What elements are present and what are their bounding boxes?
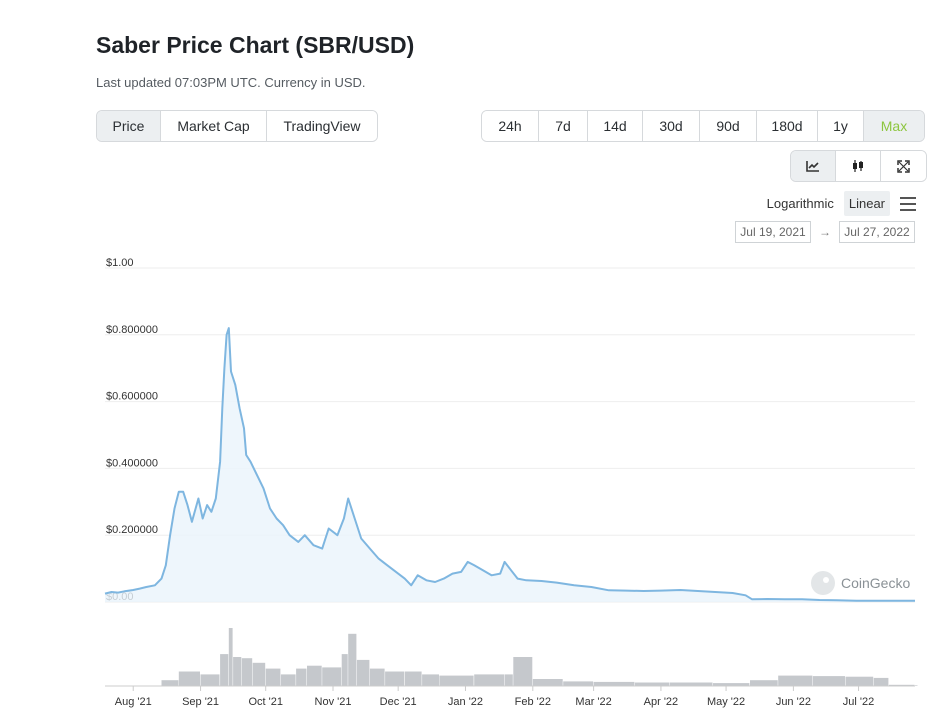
volume-bar — [265, 668, 281, 686]
volume-bar — [385, 671, 405, 686]
watermark-label: CoinGecko — [841, 575, 910, 591]
volume-bar — [233, 657, 242, 686]
scale-selector: Logarithmic Linear — [763, 191, 916, 216]
volume-bar — [873, 677, 889, 686]
volume-bar — [307, 665, 322, 686]
range-7d-button[interactable]: 7d — [539, 111, 588, 141]
x-tick-label: Mar '22 — [575, 696, 611, 708]
volume-bar — [369, 668, 385, 686]
range-180d-button[interactable]: 180d — [757, 111, 818, 141]
volume-bar — [593, 681, 635, 686]
volume-bar — [178, 671, 200, 686]
fullscreen-icon[interactable] — [881, 151, 926, 181]
price-line — [104, 327, 915, 602]
x-tick-label: May '22 — [707, 696, 745, 708]
volume-bar — [563, 681, 594, 686]
y-tick-label: $0.800000 — [106, 324, 158, 336]
volume-bar — [341, 654, 348, 686]
volume-bar — [474, 674, 505, 686]
range-14d-button[interactable]: 14d — [588, 111, 643, 141]
volume-bar — [280, 674, 296, 686]
volume-bar — [669, 682, 713, 686]
range-max-button[interactable]: Max — [864, 111, 924, 141]
volume-bar — [228, 628, 233, 686]
volume-bar — [252, 662, 266, 686]
volume-bar — [241, 658, 253, 686]
volume-bar — [348, 633, 357, 686]
x-tick-label: Oct '21 — [248, 696, 283, 708]
candlestick-icon[interactable] — [836, 151, 881, 181]
date-range-picker: → — [735, 221, 915, 243]
price-chart[interactable]: $0.00$0.200000$0.400000$0.600000$0.80000… — [0, 250, 940, 718]
volume-bar — [161, 680, 179, 686]
volume-bar — [812, 676, 845, 686]
menu-icon[interactable] — [900, 196, 916, 211]
volume-bar — [513, 657, 533, 686]
x-tick-label: Nov '21 — [315, 696, 352, 708]
x-tick-label: Feb '22 — [515, 696, 551, 708]
y-axis-labels: $0.00$0.200000$0.400000$0.600000$0.80000… — [106, 257, 158, 603]
tab-price[interactable]: Price — [97, 111, 161, 141]
gecko-logo-icon — [811, 571, 835, 595]
volume-bar — [845, 676, 874, 686]
volume-bar — [778, 675, 813, 686]
volume-bar — [296, 668, 307, 686]
x-tick-label: Sep '21 — [182, 696, 219, 708]
chart-type-tabs: Price Market Cap TradingView — [96, 110, 378, 142]
x-axis-labels: Aug '21 Sep '21 Oct '21 Nov '21 Dec '21 Jan '… — [115, 686, 874, 708]
x-tick-label: Jun '22 — [776, 696, 811, 708]
page-title: Saber Price Chart (SBR/USD) — [96, 32, 415, 58]
volume-bar — [915, 685, 918, 686]
volume-bar — [356, 659, 370, 686]
x-tick-label: Aug '21 — [115, 696, 152, 708]
volume-bars — [161, 628, 918, 686]
coingecko-watermark: CoinGecko — [811, 571, 910, 595]
volume-bar — [713, 683, 750, 686]
x-tick-label: Dec '21 — [380, 696, 417, 708]
volume-bar — [404, 671, 422, 686]
start-date-input[interactable] — [735, 221, 811, 243]
linear-scale-option[interactable]: Linear — [843, 191, 890, 216]
x-tick-label: Jan '22 — [448, 696, 483, 708]
x-tick-label: Jul '22 — [843, 696, 874, 708]
range-30d-button[interactable]: 30d — [643, 111, 700, 141]
volume-bar — [322, 667, 342, 686]
range-90d-button[interactable]: 90d — [700, 111, 757, 141]
y-tick-label: $0.200000 — [106, 524, 158, 536]
x-tick-label: Apr '22 — [644, 696, 679, 708]
chart-tools — [790, 150, 927, 182]
last-updated-text: Last updated 07:03PM UTC. Currency in US… — [96, 75, 366, 90]
volume-bar — [532, 679, 563, 686]
range-1y-button[interactable]: 1y — [818, 111, 864, 141]
range-24h-button[interactable]: 24h — [482, 111, 539, 141]
time-range-tabs: 24h 7d 14d 30d 90d 180d 1y Max — [481, 110, 925, 142]
volume-bar — [220, 654, 229, 686]
volume-bar — [200, 674, 220, 686]
date-range-arrow: → — [819, 225, 831, 239]
volume-bar — [634, 682, 670, 686]
end-date-input[interactable] — [839, 221, 915, 243]
volume-bar — [439, 675, 474, 686]
y-tick-label: $1.00 — [106, 257, 134, 269]
volume-bar — [504, 674, 513, 686]
y-tick-label: $0.400000 — [106, 457, 158, 469]
y-tick-label: $0.600000 — [106, 391, 158, 403]
tab-market-cap[interactable]: Market Cap — [161, 111, 267, 141]
volume-bar — [888, 684, 915, 686]
line-chart-icon[interactable] — [791, 151, 836, 181]
price-area — [105, 328, 915, 602]
logarithmic-scale-option[interactable]: Logarithmic — [766, 196, 834, 211]
tab-tradingview[interactable]: TradingView — [267, 111, 377, 141]
volume-bar — [750, 680, 778, 686]
volume-bar — [422, 674, 439, 686]
